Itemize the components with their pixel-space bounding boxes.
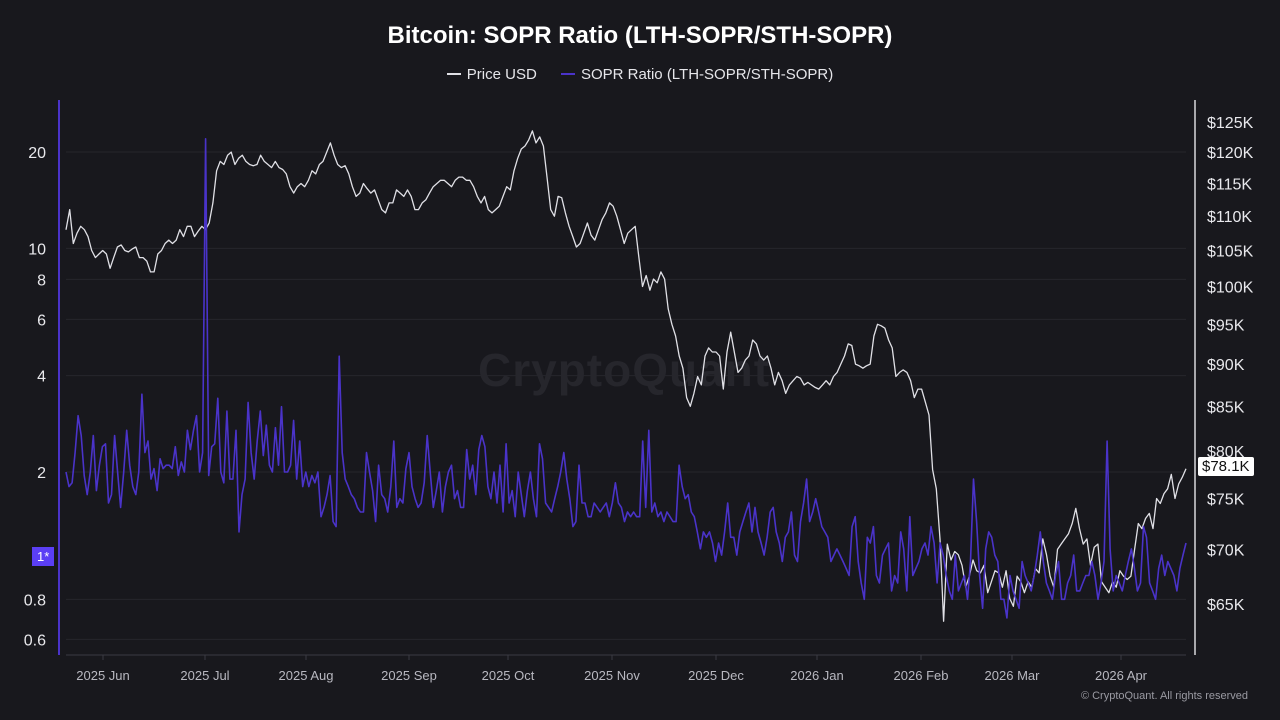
x-tick-label: 2025 Sep <box>381 668 437 683</box>
right-tick-label: $90K <box>1207 357 1245 374</box>
left-tick-label: 4 <box>37 369 46 386</box>
right-axis: $125K $120K $115K $110K $105K $100K $95K $90K $8… <box>1194 100 1254 655</box>
right-tick-label: $120K <box>1207 145 1254 162</box>
right-tick-label: $100K <box>1207 279 1254 296</box>
legend-label-price: Price USD <box>466 65 537 83</box>
copyright-footer: © CryptoQuant. All rights reserved <box>1080 690 1248 702</box>
x-tick-label: 2025 Jul <box>180 668 229 683</box>
current-price-label: $78.1K <box>1198 457 1254 476</box>
left-tick-label: 8 <box>37 272 46 289</box>
right-tick-label: $75K <box>1207 492 1245 509</box>
right-tick-label: $65K <box>1207 597 1245 614</box>
left-tick-label: 10 <box>28 241 46 258</box>
left-tick-label: 0.6 <box>24 632 46 649</box>
right-tick-label: $80K <box>1207 444 1245 461</box>
x-tick-label: 2026 Jan <box>790 668 844 683</box>
x-tick-label: 2026 Feb <box>894 668 949 683</box>
x-tick-label: 2026 Mar <box>985 668 1041 683</box>
right-tick-label: $105K <box>1207 244 1254 261</box>
left-tick-label: 6 <box>37 312 46 329</box>
right-tick-label: $85K <box>1207 399 1245 416</box>
x-tick-label: 2025 Jun <box>76 668 130 683</box>
x-tick-label: 2026 Apr <box>1095 668 1148 683</box>
left-tick-label: 20 <box>28 145 46 162</box>
right-tick-label: $115K <box>1207 176 1252 193</box>
legend-swatch-sopr-ratio <box>560 73 575 75</box>
x-tick-label: 2025 Dec <box>688 668 744 683</box>
ratio-marker-label: 1* <box>32 547 55 566</box>
chart-title: Bitcoin: SOPR Ratio (LTH-SOPR/STH-SOPR) <box>387 22 893 49</box>
series-line-sopr-ratio <box>65 138 1187 619</box>
x-tick-label: 2025 Nov <box>584 668 640 683</box>
x-axis: 2025 Jun 2025 Jul 2025 Aug 2025 Sep 2025 Oct… <box>66 654 1186 683</box>
right-tick-label: $125K <box>1207 115 1254 132</box>
x-tick-label: 2025 Oct <box>482 668 535 683</box>
grid-lines <box>66 151 1186 640</box>
right-tick-label: $95K <box>1207 317 1245 334</box>
x-tick-label: 2025 Aug <box>279 668 334 683</box>
legend-item-price[interactable]: Price USD <box>446 65 537 83</box>
legend-swatch-price <box>446 73 461 75</box>
series-layer <box>65 130 1187 622</box>
legend-item-sopr-ratio[interactable]: SOPR Ratio (LTH-SOPR/STH-SOPR) <box>560 65 834 83</box>
left-tick-label: 2 <box>37 465 46 482</box>
chart-legend: Price USD SOPR Ratio (LTH-SOPR/STH-SOPR) <box>0 62 1280 83</box>
left-tick-label: 0.8 <box>24 592 46 609</box>
legend-label-sopr-ratio: SOPR Ratio (LTH-SOPR/STH-SOPR) <box>580 65 834 83</box>
left-axis: 20 10 8 6 4 2 0.8 0.6 <box>24 100 60 655</box>
right-tick-label: $70K <box>1207 542 1245 559</box>
right-tick-label: $110K <box>1207 209 1252 226</box>
